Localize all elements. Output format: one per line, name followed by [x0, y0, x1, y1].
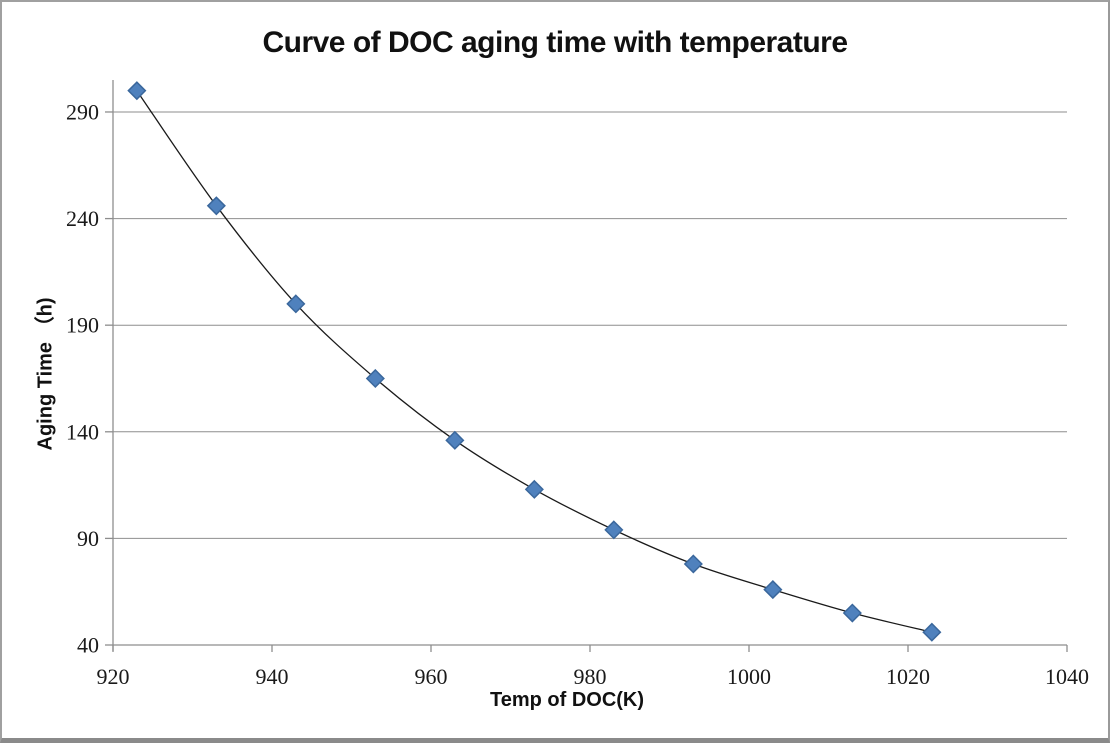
y-tick-label: 40: [77, 633, 99, 658]
y-tick-label: 240: [66, 206, 99, 231]
data-point-marker: [842, 603, 862, 623]
chart-title: Curve of DOC aging time with temperature: [262, 26, 848, 59]
data-point-marker: [286, 294, 306, 314]
x-tick-label: 1040: [1045, 664, 1089, 689]
x-axis-title: Temp of DOC(K): [489, 689, 645, 711]
x-tick-label: 960: [415, 664, 448, 689]
data-point-marker: [922, 622, 942, 642]
data-point-marker: [127, 81, 147, 101]
data-point-marker: [365, 368, 385, 389]
data-point-marker: [604, 520, 624, 540]
x-tick-label: 980: [574, 664, 607, 689]
x-tick-label: 1020: [886, 664, 930, 689]
y-tick-label: 290: [66, 99, 99, 124]
x-tick-label: 940: [256, 664, 289, 689]
data-point-marker: [445, 430, 465, 450]
y-tick-label: 90: [77, 526, 99, 551]
series-line: [136, 90, 932, 633]
y-tick-label: 140: [66, 419, 99, 444]
data-point-marker: [683, 554, 703, 574]
y-axis-title: Aging Time （h): [34, 297, 57, 451]
y-tick-label: 190: [66, 313, 99, 338]
x-tick-label: 1000: [727, 664, 771, 689]
data-point-marker: [524, 479, 544, 499]
x-tick-label: 920: [97, 664, 130, 689]
data-point-marker: [763, 580, 783, 600]
data-point-marker: [206, 196, 226, 216]
